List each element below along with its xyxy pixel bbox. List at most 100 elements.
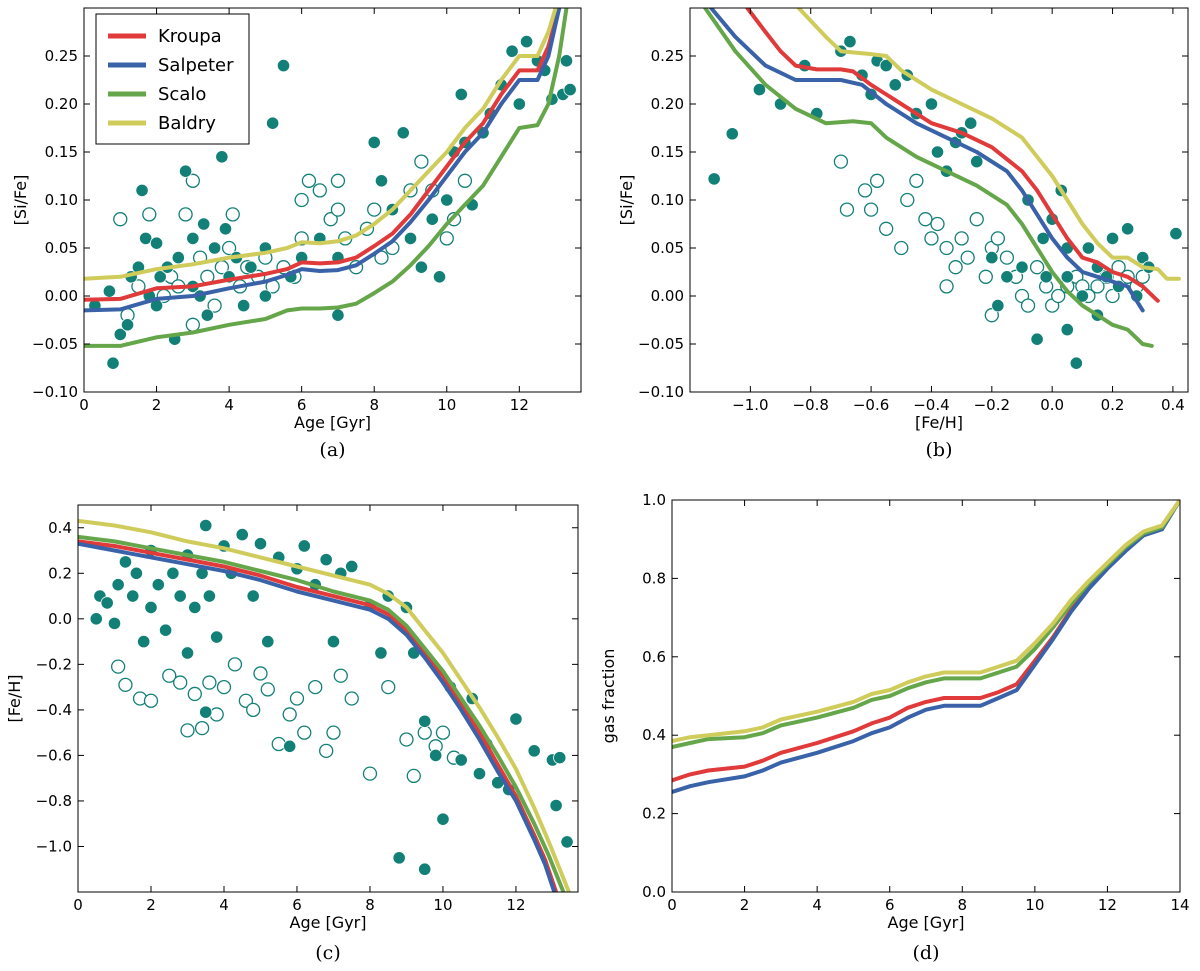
open-marker [406, 768, 421, 784]
filled-marker [326, 634, 341, 649]
open-marker [333, 668, 348, 683]
x-tick-label: 0 [73, 896, 83, 914]
filled-marker [107, 616, 122, 630]
filled-marker [319, 553, 333, 567]
open-marker [869, 173, 885, 188]
panel-a: 0 2 4 6 8 10 12 −0.10 −0.05 0.00 0.05 0.10 0.15 0.20 0… [11, 7, 582, 461]
open-marker [209, 707, 224, 722]
x-tick-label: 0.0 [1040, 396, 1064, 414]
y-tick-label: 0.15 [45, 143, 78, 161]
series-line-baldry [78, 518, 571, 892]
open-marker [999, 250, 1015, 265]
y-tick-label: −0.4 [36, 701, 72, 719]
filled-marker [429, 748, 443, 763]
y-axis-label: [Si/Fe] [11, 175, 30, 226]
filled-marker [129, 566, 143, 580]
filled-marker [1136, 251, 1150, 265]
filled-marker [1015, 260, 1029, 274]
filled-marker [559, 54, 574, 68]
filled-marker [509, 712, 523, 726]
x-tick-label: 12 [510, 396, 529, 414]
x-axis-label: Age [Gyr] [290, 913, 367, 932]
y-axis-label: [Si/Fe] [617, 175, 636, 226]
filled-marker [512, 97, 526, 111]
y-tick-label: 0.25 [45, 47, 78, 65]
open-marker [330, 173, 346, 188]
legend-label-baldry: Baldry [158, 113, 216, 134]
filled-marker [126, 589, 140, 603]
legend-label-scalo: Scalo [158, 84, 206, 105]
filled-marker [89, 612, 103, 626]
open-marker [194, 720, 210, 736]
filled-marker [1069, 356, 1083, 370]
open-marker [260, 682, 275, 697]
filled-marker [553, 751, 567, 765]
x-tick-label: 6 [292, 896, 302, 914]
open-marker [954, 231, 969, 246]
filled-marker [432, 270, 447, 284]
open-marker [948, 260, 963, 275]
x-tick-label: 10 [433, 896, 452, 914]
series-line-salpeter [709, 8, 1145, 313]
filled-marker [1075, 289, 1089, 303]
y-tick-label: 0.4 [642, 726, 666, 744]
open-marker [289, 691, 305, 706]
filled-marker [1060, 322, 1074, 337]
filled-marker [964, 116, 978, 130]
plot-frame [77, 504, 579, 893]
plot-content [672, 500, 1180, 794]
open-marker [216, 679, 232, 695]
y-tick-label: 0.15 [651, 143, 684, 161]
open-marker [1135, 269, 1150, 284]
filled-marker [1169, 227, 1183, 241]
y-tick-label: 0.20 [651, 95, 684, 113]
filled-marker [374, 174, 389, 188]
open-marker [1090, 279, 1105, 294]
open-marker [924, 231, 939, 246]
filled-marker [1030, 332, 1044, 346]
y-tick-label: 0.8 [642, 569, 666, 587]
x-tick-label: 4 [812, 896, 822, 914]
filled-marker [924, 97, 939, 111]
open-marker [833, 154, 849, 169]
open-marker [930, 216, 945, 232]
open-marker [271, 736, 286, 752]
plot-frame [671, 499, 1181, 893]
filled-marker [505, 44, 519, 58]
panel-caption: (b) [926, 439, 953, 461]
open-marker [839, 202, 855, 217]
filled-marker [1000, 270, 1014, 284]
y-axis-label: gas fraction [599, 649, 618, 744]
filled-marker [1105, 231, 1120, 245]
filled-marker [199, 518, 213, 533]
series-line-salpeter [78, 541, 557, 892]
open-marker [417, 725, 432, 740]
filled-marker [102, 284, 116, 298]
y-tick-label: 0.6 [642, 648, 666, 666]
legend: Kroupa Salpeter Scalo Baldry [95, 13, 250, 145]
series-line-kroupa [745, 8, 1160, 303]
filled-marker [111, 578, 125, 592]
open-marker [227, 657, 243, 672]
y-tick-label: 0.25 [651, 47, 684, 65]
open-marker [142, 207, 157, 222]
open-marker [857, 183, 873, 198]
open-marker [185, 173, 200, 188]
filled-marker [235, 527, 249, 542]
filled-marker [197, 217, 211, 231]
y-tick-label: 0.05 [651, 239, 684, 257]
panel-d: 0 2 4 6 8 10 12 14 0.0 0.2 0.4 0.6 0.8 1.0 Age [Gyr] ga… [599, 491, 1190, 964]
filled-marker [440, 193, 454, 207]
open-marker [918, 212, 933, 227]
y-tick-label: −0.2 [36, 655, 72, 673]
filled-marker [218, 222, 233, 236]
filled-marker [1121, 222, 1135, 236]
series-line-baldry [796, 8, 1181, 281]
filled-marker [454, 753, 468, 767]
filled-marker [276, 58, 291, 73]
x-tick-label: 2 [740, 896, 750, 914]
series-line-baldry [84, 8, 558, 281]
open-marker [900, 192, 915, 208]
open-marker [225, 207, 240, 222]
filled-marker [472, 767, 487, 781]
